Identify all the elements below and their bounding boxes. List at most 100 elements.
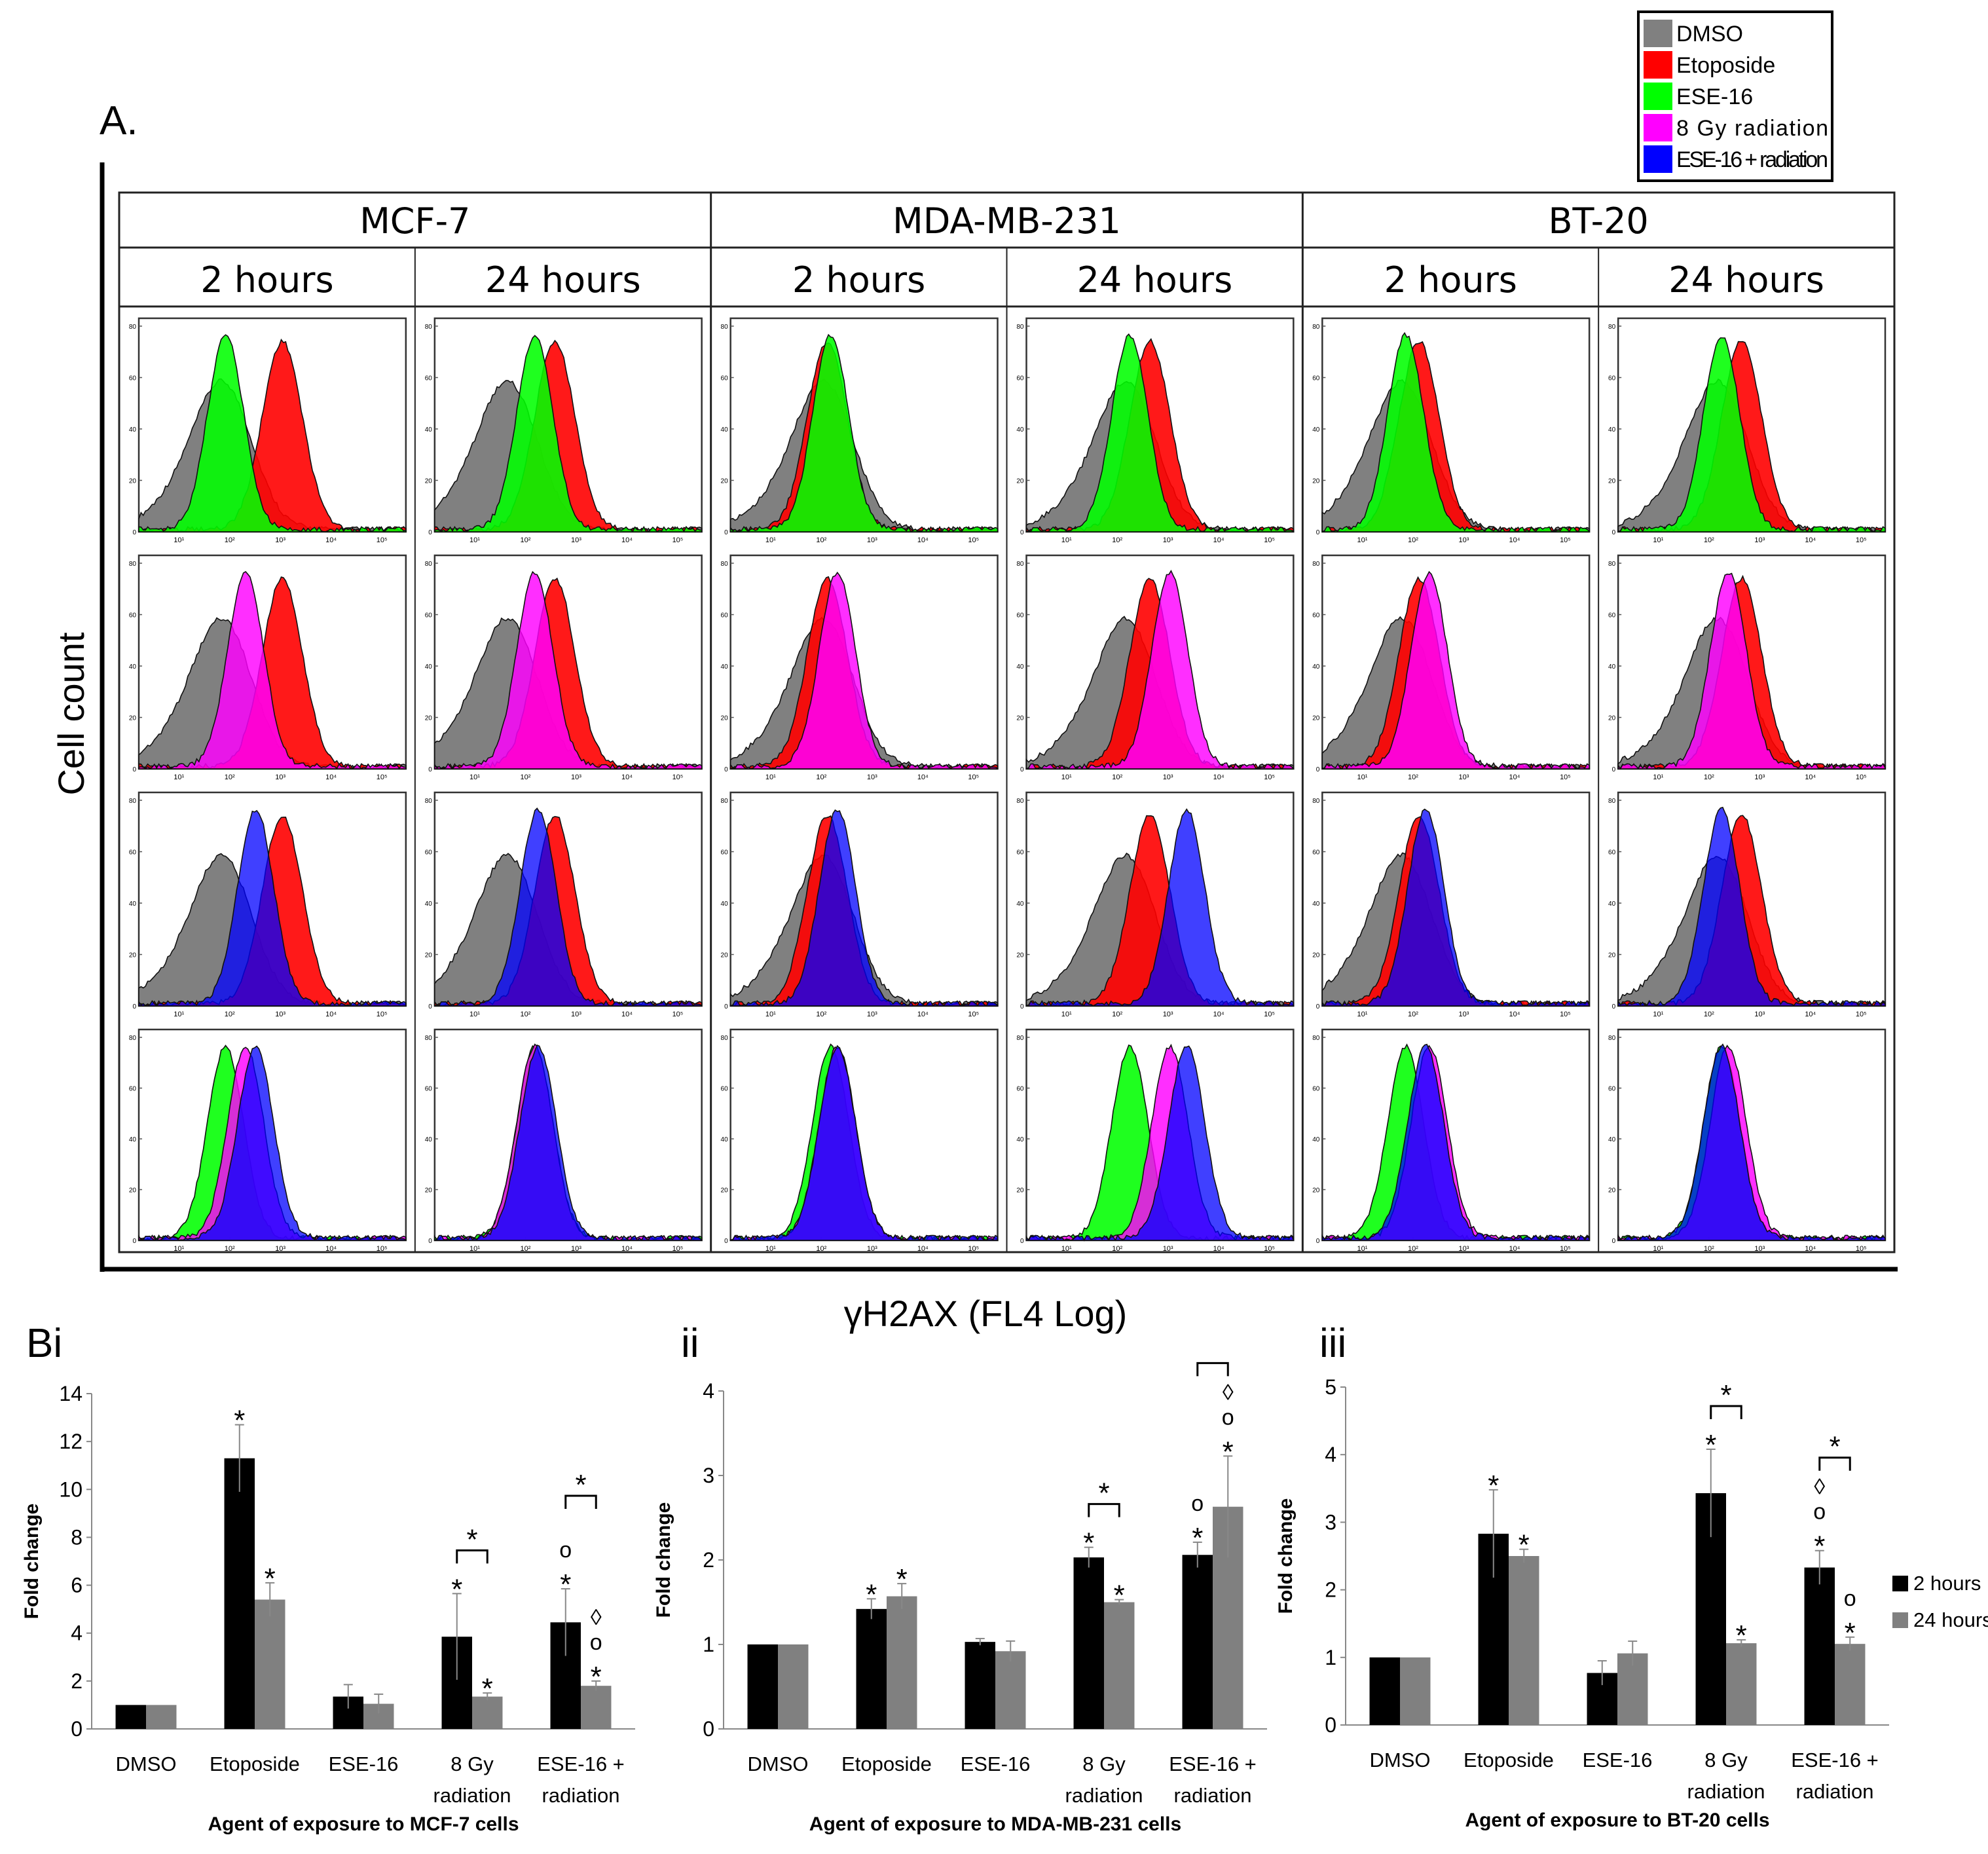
y-tick-label: 60 [425,375,433,382]
y-tick-label: 0 [1020,766,1024,773]
bar-chart-bi: Bi 0 2 4 6 8 10 12 14 Fold change Agent of exposur… [21,1321,635,1835]
y-tick-label: 4 [1325,1443,1336,1466]
category-label: DMSO [748,1752,809,1775]
y-tick-label: 5 [1325,1375,1336,1399]
y-tick-label: 40 [425,663,433,671]
y-tick-label: 40 [425,900,433,908]
x-tick-label: 10⁴ [621,536,633,544]
y-tick-label: 0 [428,1003,432,1010]
category-label: 8 Gy [451,1752,494,1775]
histogram-rad [1321,570,1591,769]
panel-label: Bi [26,1321,62,1366]
y-tick-label: 40 [1016,426,1024,434]
significance-mark: * [591,1661,602,1693]
histogram-mda_24h-row3: 10¹ 10² 10³ 10⁴ 10⁵ 0 20 40 60 80 [1016,791,1295,1018]
y-tick-label: 80 [129,1035,137,1042]
significance-mark: * [1114,1580,1125,1612]
histogram-ese [1025,333,1295,532]
x-tick-label: 10³ [1754,1245,1765,1253]
y-tick-label: 60 [721,375,729,382]
category-label: radiation [542,1784,620,1807]
histogram-ese [433,335,703,533]
x-tick-label: 10⁵ [672,1010,684,1018]
y-tick-label: 80 [1608,324,1616,331]
histogram-combo [1321,1043,1591,1242]
x-tick-label: 10⁴ [1509,536,1520,544]
y-tick-label: 0 [1612,529,1616,536]
x-tick-label: 10⁴ [1805,1245,1816,1253]
y-tick-label: 20 [129,952,137,959]
y-axis-label: Cell count [50,632,92,795]
histogram-combo [1025,808,1295,1007]
x-tick-label: 10¹ [1653,1245,1663,1253]
x-tick-label: 10² [1112,1245,1122,1253]
x-tick-label: 10³ [1754,773,1765,781]
category-label: DMSO [1370,1749,1431,1771]
x-tick-label: 10⁵ [968,536,979,544]
x-tick-label: 10² [816,1245,826,1253]
x-tick-label: 10⁵ [1856,1010,1867,1018]
histogram-mcf7_2h-row2: 10¹ 10² 10³ 10⁴ 10⁵ 0 20 40 60 80 [129,554,407,781]
y-tick-label: 0 [1316,529,1320,536]
x-tick-label: 10³ [571,1010,581,1018]
x-tick-label: 10⁴ [621,1010,633,1018]
significance-bracket [456,1549,488,1564]
x-tick-label: 10² [1112,1010,1122,1018]
significance-mark: * [560,1568,571,1601]
y-tick-label: 80 [425,324,433,331]
histogram-combo [433,1044,703,1242]
significance-mark: * [1845,1617,1856,1649]
x-tick-label: 10² [521,1245,531,1253]
bar-24-hours [887,1596,917,1729]
y-tick-label: 60 [1608,612,1616,620]
significance-mark: * [866,1578,877,1610]
significance-mark: ◊ [1223,1380,1234,1405]
x-tick-label: 10¹ [469,1245,480,1253]
significance-mark: * [451,1573,462,1605]
x-tick-label: 10¹ [1653,536,1663,544]
x-tick-label: 10⁴ [917,773,929,781]
category-label: 8 Gy [1704,1749,1748,1771]
y-tick-label: 60 [425,1086,433,1093]
y-tick-label: 0 [1316,1238,1320,1245]
y-tick-label: 0 [724,1003,728,1010]
x-tick-label: 10¹ [1061,536,1072,544]
x-tick-label: 10³ [867,773,877,781]
y-tick-label: 60 [1312,1086,1320,1093]
significance-mark: * [482,1673,493,1705]
histogram-combo [729,1045,999,1241]
bar-2-hours [1182,1555,1213,1729]
y-tick-label: 0 [1020,529,1024,536]
cell-line-header-mda-mb-231: MDA-MB-231 [893,200,1121,242]
category-label: ESE-16 [961,1752,1031,1775]
legend-label: 24 hours [1913,1608,1988,1631]
y-tick-label: 20 [1016,715,1024,722]
significance-mark: ◊ [1814,1475,1825,1500]
significance-mark: * [1519,1529,1530,1561]
y-tick-label: 80 [129,561,137,568]
y-tick-label: 0 [1612,1003,1616,1010]
histogram-combo [138,1045,407,1241]
x-tick-label: 10¹ [469,1010,480,1018]
category-label: radiation [1796,1780,1874,1803]
bar-24-hours [1835,1644,1866,1725]
y-tick-label: 80 [1608,1035,1616,1042]
histogram-rad [1617,572,1886,770]
category-label: radiation [1174,1784,1252,1807]
y-tick-label: 40 [129,426,137,434]
y-tick-label: 60 [425,849,433,857]
x-tick-label: 10³ [1754,536,1765,544]
y-tick-label: 0 [1316,766,1320,773]
bar-2-hours [224,1458,255,1729]
y-tick-label: 0 [71,1717,83,1741]
histogram-mda_2h-row2: 10¹ 10² 10³ 10⁴ 10⁵ 0 20 40 60 80 [721,554,999,781]
y-tick-label: 20 [425,715,433,722]
x-tick-label: 10⁴ [621,1245,633,1253]
y-tick-label: 40 [721,1136,729,1143]
y-tick-label: 20 [425,952,433,959]
significance-mark: * [1488,1470,1499,1502]
x-tick-label: 10² [1112,536,1122,544]
y-tick-label: 10 [59,1477,83,1501]
x-tick-label: 10² [521,536,531,544]
